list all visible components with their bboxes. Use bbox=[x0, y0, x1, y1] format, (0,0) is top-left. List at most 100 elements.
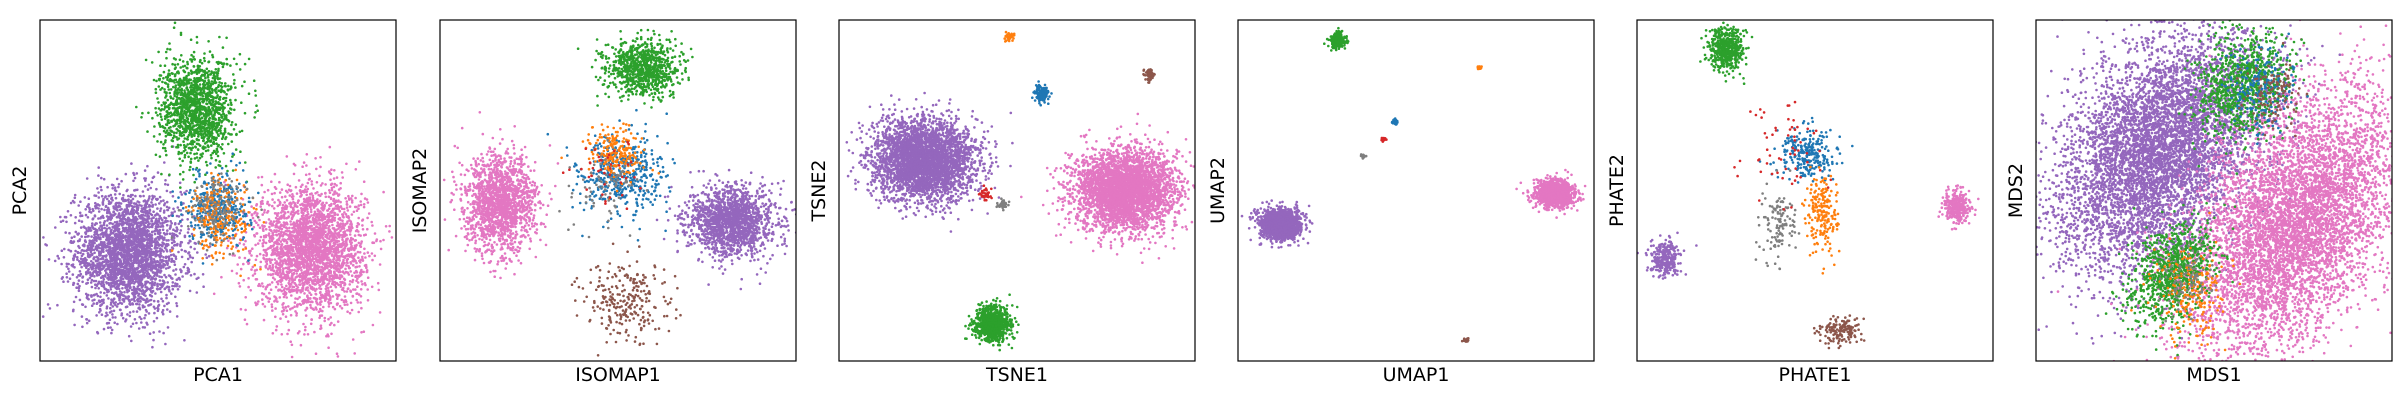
data-point bbox=[126, 276, 129, 280]
data-point bbox=[133, 176, 137, 180]
data-point bbox=[288, 202, 291, 205]
data-point bbox=[348, 205, 352, 208]
data-point bbox=[134, 215, 137, 219]
data-point bbox=[73, 266, 76, 269]
data-point bbox=[89, 246, 92, 249]
data-point bbox=[277, 280, 280, 283]
data-point bbox=[379, 239, 382, 243]
data-point bbox=[151, 194, 154, 198]
data-point bbox=[118, 308, 122, 312]
data-point bbox=[151, 205, 154, 208]
data-point bbox=[67, 270, 71, 273]
data-point bbox=[138, 204, 142, 207]
data-point bbox=[121, 316, 125, 320]
data-point bbox=[264, 295, 268, 298]
data-point bbox=[104, 314, 107, 318]
data-point bbox=[280, 216, 284, 219]
data-point bbox=[106, 185, 109, 189]
data-point bbox=[164, 267, 168, 270]
data-point bbox=[74, 295, 78, 299]
data-point bbox=[106, 197, 109, 201]
data-point bbox=[303, 188, 307, 191]
data-point bbox=[137, 283, 141, 287]
data-point bbox=[126, 247, 130, 251]
data-point bbox=[322, 230, 325, 233]
data-point bbox=[321, 309, 324, 313]
data-point bbox=[338, 234, 341, 237]
data-point bbox=[175, 226, 178, 229]
data-point bbox=[78, 260, 81, 263]
data-point bbox=[139, 279, 143, 282]
data-point bbox=[150, 225, 153, 228]
data-point bbox=[284, 291, 288, 295]
data-point bbox=[99, 304, 102, 307]
data-point bbox=[132, 233, 136, 237]
data-point bbox=[167, 206, 171, 210]
data-point bbox=[330, 220, 334, 223]
data-point bbox=[119, 235, 123, 238]
data-point bbox=[165, 200, 169, 204]
data-point bbox=[347, 253, 351, 256]
data-point bbox=[84, 213, 88, 217]
data-point bbox=[114, 272, 117, 276]
data-point bbox=[92, 248, 96, 252]
data-point bbox=[275, 262, 279, 266]
data-point bbox=[128, 262, 131, 266]
data-point bbox=[134, 202, 138, 205]
data-point bbox=[167, 266, 170, 270]
data-point bbox=[98, 221, 102, 224]
data-point bbox=[281, 259, 284, 263]
data-point bbox=[270, 303, 274, 306]
data-point bbox=[69, 249, 72, 253]
data-point bbox=[111, 305, 115, 308]
data-point bbox=[183, 235, 187, 239]
data-point bbox=[333, 182, 337, 186]
data-point bbox=[277, 198, 280, 202]
data-point bbox=[276, 300, 279, 303]
data-point bbox=[131, 322, 135, 326]
data-point bbox=[125, 260, 128, 263]
data-point bbox=[307, 254, 311, 257]
data-point bbox=[328, 251, 332, 255]
data-point bbox=[134, 272, 138, 276]
data-point bbox=[193, 272, 196, 276]
data-point bbox=[282, 215, 286, 218]
data-point bbox=[331, 295, 335, 298]
data-point bbox=[268, 246, 272, 249]
data-point bbox=[109, 257, 112, 261]
data-point bbox=[271, 272, 275, 276]
data-point bbox=[315, 181, 319, 184]
data-point bbox=[326, 286, 330, 290]
data-point bbox=[113, 253, 116, 256]
data-point bbox=[319, 165, 322, 169]
data-point bbox=[117, 284, 120, 288]
data-point bbox=[89, 239, 92, 243]
data-point bbox=[163, 202, 167, 205]
data-point bbox=[343, 303, 347, 307]
data-point bbox=[124, 295, 127, 299]
data-point bbox=[137, 263, 141, 267]
data-point bbox=[306, 210, 309, 214]
data-point bbox=[132, 285, 136, 289]
data-point bbox=[130, 288, 134, 292]
data-point bbox=[255, 232, 259, 235]
data-point bbox=[153, 229, 156, 233]
data-point bbox=[281, 206, 284, 210]
data-point bbox=[373, 232, 377, 235]
data-point bbox=[145, 200, 148, 203]
data-point bbox=[149, 303, 153, 306]
data-point bbox=[116, 209, 119, 212]
data-point bbox=[176, 242, 179, 246]
data-point bbox=[297, 255, 301, 258]
data-point bbox=[119, 231, 123, 234]
data-point bbox=[359, 245, 363, 248]
data-point bbox=[309, 322, 313, 326]
data-point bbox=[172, 239, 175, 242]
data-point bbox=[147, 264, 150, 268]
data-point bbox=[154, 237, 158, 240]
data-point bbox=[319, 156, 322, 159]
data-point bbox=[115, 221, 119, 224]
data-point bbox=[78, 298, 82, 302]
data-point bbox=[330, 277, 334, 281]
data-point bbox=[302, 161, 306, 164]
